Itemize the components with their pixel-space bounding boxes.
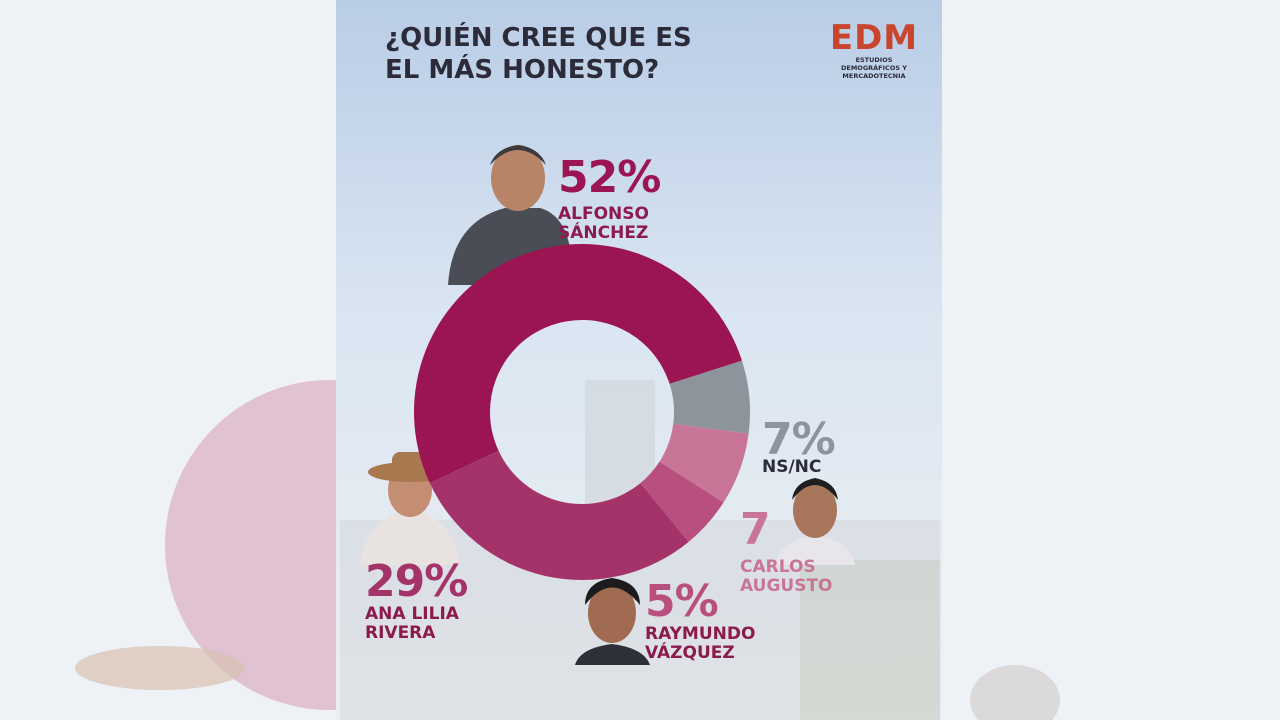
photo-ana [360,452,460,565]
logo: EDM ESTUDIOS DEMOGRÁFICOS Y MERCADOTECNI… [826,20,922,80]
category-label: ALFONSO SÁNCHEZ [558,204,649,243]
category-label: CARLOS AUGUSTO [740,557,833,596]
logo-mark: EDM [829,18,919,58]
donut-segment [640,461,724,542]
value-label: 29% [365,556,468,607]
building [340,380,940,720]
value-label: 7% [762,414,836,465]
value-label: 7 [740,504,771,555]
donut-segment [659,423,749,503]
value-label: 52% [558,152,661,203]
faded-photo [970,665,1060,720]
faded-photo [75,646,245,690]
category-label: ANA LILIA RIVERA [365,604,459,643]
chart-title: ¿QUIÉN CREE QUE ES EL MÁS HONESTO? [385,23,692,85]
donut-segment [429,450,689,581]
donut-segment [669,360,750,434]
value-label: 5% [645,576,719,627]
logo-tagline: ESTUDIOS DEMOGRÁFICOS Y MERCADOTECNIA [840,56,907,80]
donut-segment [414,244,742,483]
side-panel [942,0,1280,720]
photo-carlos [775,478,855,565]
category-label: NS/NC [762,457,822,477]
category-label: RAYMUNDO VÁZQUEZ [645,624,756,663]
photo-raymundo [575,578,650,665]
